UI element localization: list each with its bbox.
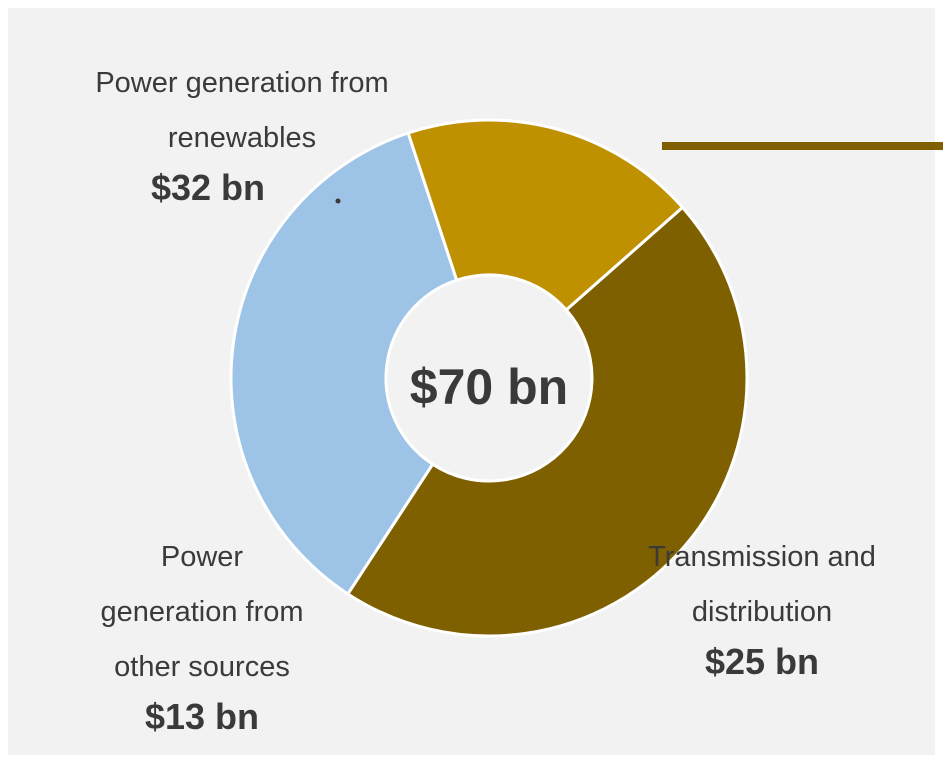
value-label: $13 bn [145, 696, 259, 737]
donut [229, 118, 749, 638]
slice-label: distribution [692, 596, 832, 628]
dot [335, 198, 341, 204]
center-label: $70 bn [410, 359, 568, 415]
slice [229, 131, 459, 597]
slice-label: Transmission and [648, 541, 876, 573]
slice-label: other sources [114, 651, 290, 683]
slice-label: Power generation from [95, 67, 388, 99]
slice-label: renewables [168, 122, 316, 154]
value-label: $25 bn [705, 641, 819, 682]
value-label: $32 bn [151, 167, 265, 208]
slice [345, 205, 749, 638]
slice-label: Power [161, 541, 244, 573]
slice-label: generation from [100, 596, 303, 628]
slice [406, 118, 685, 313]
accent-line [662, 142, 943, 150]
